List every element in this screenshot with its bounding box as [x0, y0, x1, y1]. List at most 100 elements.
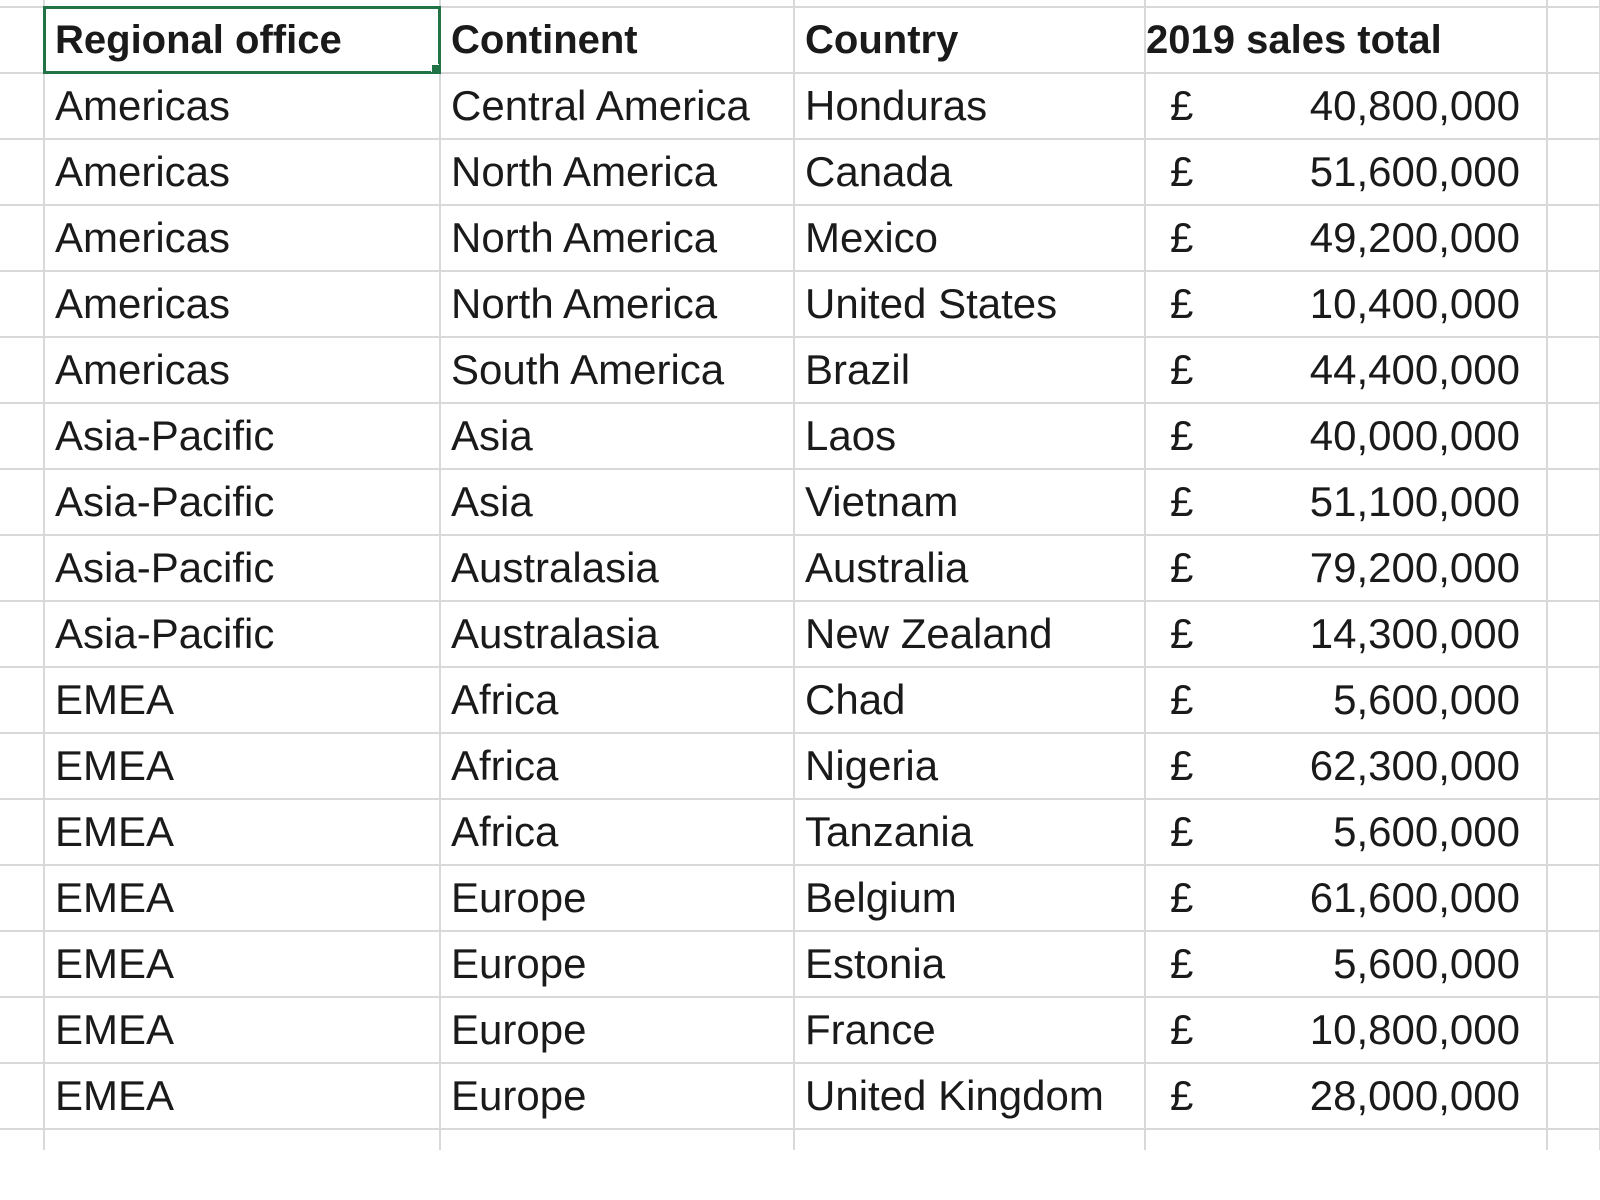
cell-sales-total[interactable]: £10,800,000	[1144, 996, 1548, 1064]
cell-sales-total[interactable]: £61,600,000	[1144, 864, 1548, 932]
cell-regional-office[interactable]: Asia-Pacific	[43, 402, 441, 470]
cell-regional-office[interactable]: Americas	[43, 204, 441, 272]
cell[interactable]	[0, 666, 45, 734]
cell-continent[interactable]: Europe	[439, 1062, 795, 1130]
cell-sales-total[interactable]: £79,200,000	[1144, 534, 1548, 602]
cell-sales-total[interactable]: £51,600,000	[1144, 138, 1548, 206]
cell-country[interactable]: Chad	[793, 666, 1146, 734]
cell[interactable]	[1546, 204, 1600, 272]
cell-continent[interactable]: Africa	[439, 666, 795, 734]
cell-continent[interactable]: Africa	[439, 798, 795, 866]
cell-continent[interactable]: Asia	[439, 468, 795, 536]
cell[interactable]	[439, 0, 795, 8]
cell[interactable]	[0, 600, 45, 668]
fill-handle[interactable]	[431, 64, 438, 71]
cell-regional-office[interactable]: EMEA	[43, 930, 441, 998]
cell-sales-total[interactable]: £40,800,000	[1144, 72, 1548, 140]
cell-country[interactable]: Belgium	[793, 864, 1146, 932]
cell[interactable]	[0, 1062, 45, 1130]
cell-sales-total[interactable]: £51,100,000	[1144, 468, 1548, 536]
cell[interactable]	[1546, 402, 1600, 470]
header-cell-continent[interactable]: Continent	[439, 6, 795, 74]
cell[interactable]	[1546, 600, 1600, 668]
cell[interactable]	[1546, 864, 1600, 932]
cell[interactable]	[1546, 0, 1600, 8]
cell-continent[interactable]: Australasia	[439, 534, 795, 602]
cell-country[interactable]: Laos	[793, 402, 1146, 470]
cell-country[interactable]: New Zealand	[793, 600, 1146, 668]
cell-continent[interactable]: Central America	[439, 72, 795, 140]
cell-sales-total[interactable]: £28,000,000	[1144, 1062, 1548, 1130]
header-cell-sales[interactable]: 2019 sales total	[1144, 6, 1548, 74]
cell-country[interactable]: Australia	[793, 534, 1146, 602]
cell[interactable]	[1546, 1128, 1600, 1150]
cell[interactable]	[1546, 6, 1600, 74]
cell-regional-office[interactable]: Americas	[43, 270, 441, 338]
cell-country[interactable]: Honduras	[793, 72, 1146, 140]
cell[interactable]	[1546, 270, 1600, 338]
cell[interactable]	[1546, 138, 1600, 206]
cell[interactable]	[0, 204, 45, 272]
cell-regional-office[interactable]: EMEA	[43, 864, 441, 932]
cell-country[interactable]: United States	[793, 270, 1146, 338]
cell-country[interactable]: Vietnam	[793, 468, 1146, 536]
cell[interactable]	[0, 864, 45, 932]
cell-continent[interactable]: Europe	[439, 930, 795, 998]
header-cell-regional-office[interactable]: Regional office	[43, 6, 441, 74]
cell-regional-office[interactable]: Americas	[43, 336, 441, 404]
cell-regional-office[interactable]: Asia-Pacific	[43, 468, 441, 536]
cell-continent[interactable]: Australasia	[439, 600, 795, 668]
cell[interactable]	[0, 996, 45, 1064]
cell[interactable]	[1546, 468, 1600, 536]
cell[interactable]	[1144, 1128, 1548, 1150]
cell[interactable]	[0, 534, 45, 602]
cell-sales-total[interactable]: £10,400,000	[1144, 270, 1548, 338]
cell[interactable]	[43, 0, 441, 8]
cell[interactable]	[0, 270, 45, 338]
cell[interactable]	[1546, 996, 1600, 1064]
cell-continent[interactable]: Africa	[439, 732, 795, 800]
header-cell-country[interactable]: Country	[793, 6, 1146, 74]
cell-regional-office[interactable]: EMEA	[43, 732, 441, 800]
cell-country[interactable]: Brazil	[793, 336, 1146, 404]
cell[interactable]	[439, 1128, 795, 1150]
cell[interactable]	[0, 138, 45, 206]
cell-regional-office[interactable]: EMEA	[43, 666, 441, 734]
cell-regional-office[interactable]: Americas	[43, 72, 441, 140]
cell-continent[interactable]: Europe	[439, 864, 795, 932]
cell[interactable]	[0, 732, 45, 800]
cell[interactable]	[793, 0, 1146, 8]
cell-sales-total[interactable]: £62,300,000	[1144, 732, 1548, 800]
cell[interactable]	[0, 72, 45, 140]
cell-sales-total[interactable]: £5,600,000	[1144, 798, 1548, 866]
cell[interactable]	[1546, 336, 1600, 404]
cell-country[interactable]: United Kingdom	[793, 1062, 1146, 1130]
cell-continent[interactable]: South America	[439, 336, 795, 404]
cell[interactable]	[1144, 0, 1548, 8]
cell[interactable]	[0, 930, 45, 998]
cell[interactable]	[0, 798, 45, 866]
cell-regional-office[interactable]: Americas	[43, 138, 441, 206]
cell-regional-office[interactable]: Asia-Pacific	[43, 600, 441, 668]
cell-sales-total[interactable]: £44,400,000	[1144, 336, 1548, 404]
cell-continent[interactable]: Asia	[439, 402, 795, 470]
cell[interactable]	[0, 0, 45, 8]
cell-country[interactable]: Estonia	[793, 930, 1146, 998]
cell-regional-office[interactable]: EMEA	[43, 996, 441, 1064]
cell-continent[interactable]: Europe	[439, 996, 795, 1064]
cell-sales-total[interactable]: £40,000,000	[1144, 402, 1548, 470]
cell-country[interactable]: Nigeria	[793, 732, 1146, 800]
cell-sales-total[interactable]: £49,200,000	[1144, 204, 1548, 272]
cell-sales-total[interactable]: £5,600,000	[1144, 930, 1548, 998]
cell[interactable]	[0, 336, 45, 404]
cell-country[interactable]: France	[793, 996, 1146, 1064]
cell-country[interactable]: Mexico	[793, 204, 1146, 272]
cell[interactable]	[1546, 666, 1600, 734]
cell-regional-office[interactable]: Asia-Pacific	[43, 534, 441, 602]
cell-country[interactable]: Tanzania	[793, 798, 1146, 866]
cell[interactable]	[1546, 534, 1600, 602]
cell-regional-office[interactable]: EMEA	[43, 798, 441, 866]
cell-continent[interactable]: North America	[439, 138, 795, 206]
cell[interactable]	[0, 468, 45, 536]
cell[interactable]	[793, 1128, 1146, 1150]
